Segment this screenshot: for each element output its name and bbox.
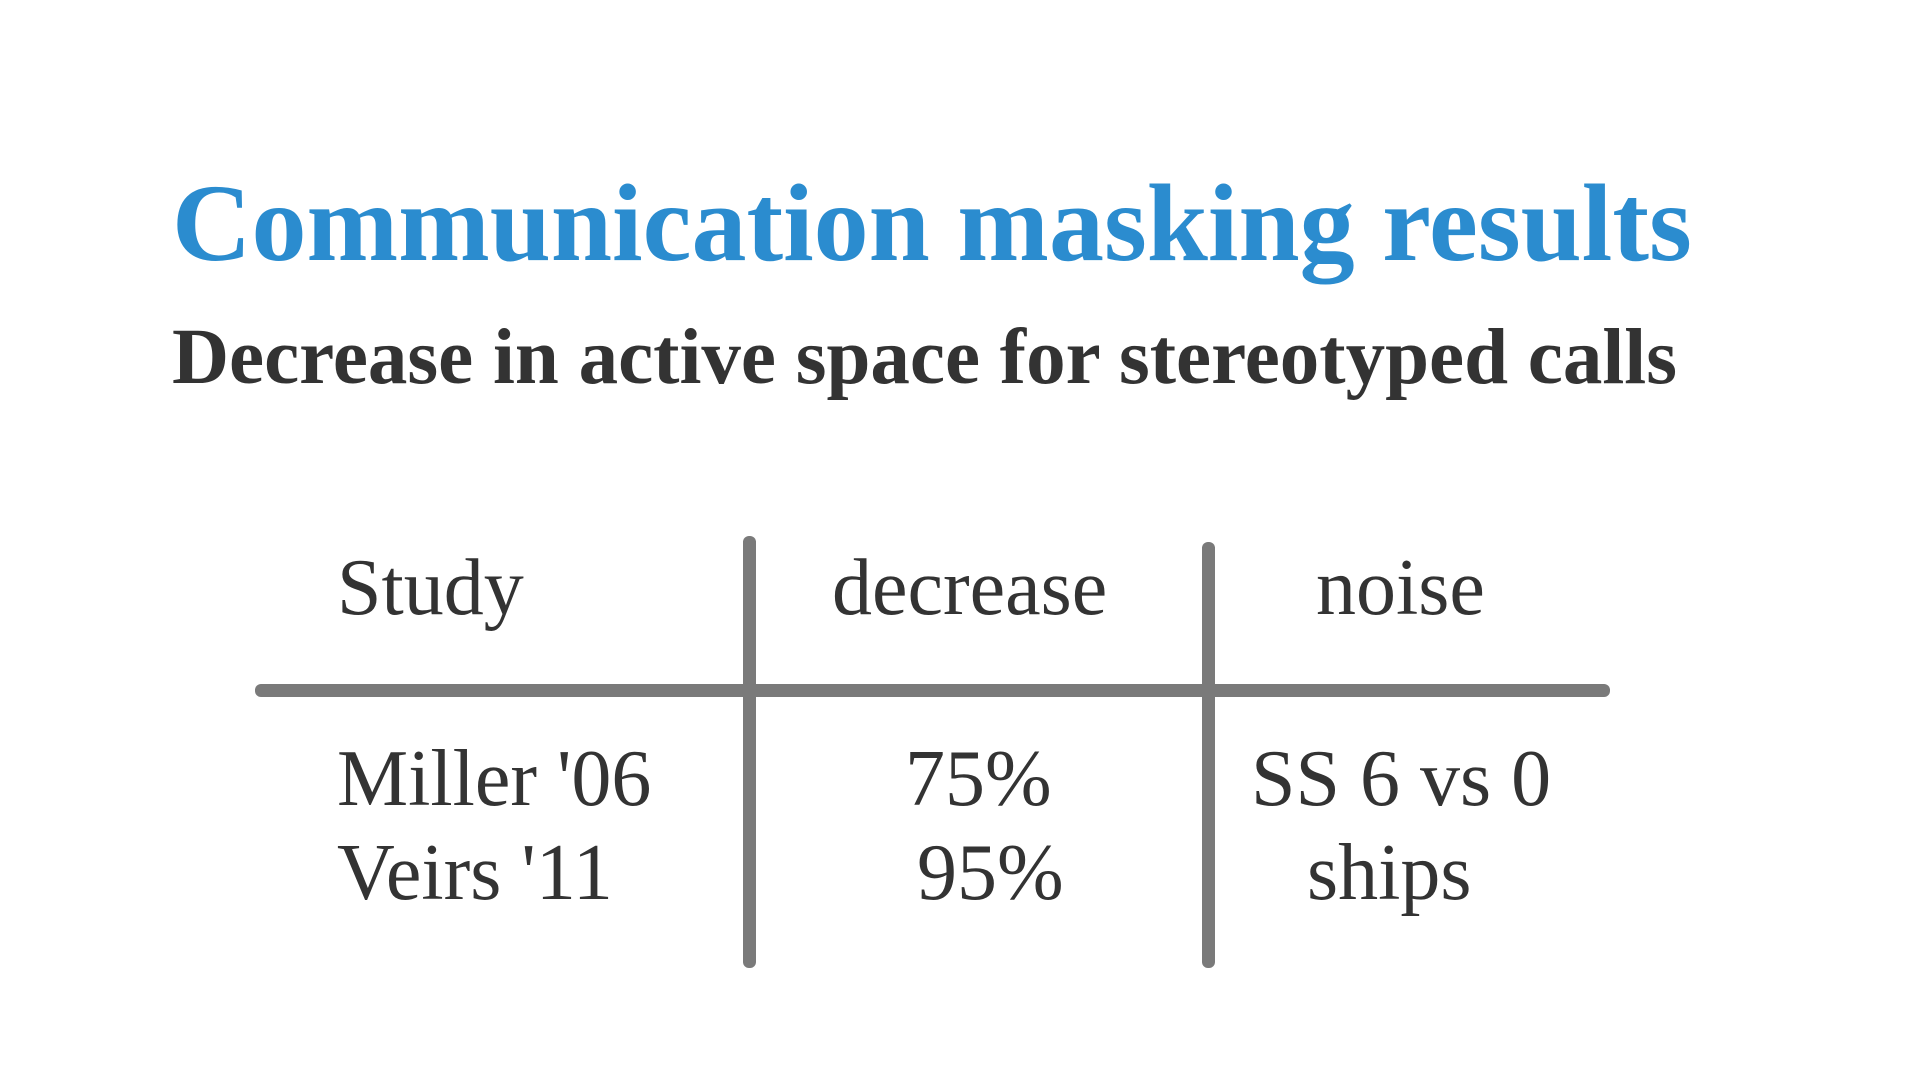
slide-title: Communication masking results <box>172 162 1692 284</box>
table-cell-noise-2: ships <box>1307 829 1472 917</box>
table-cell-study-2: Veirs '11 <box>337 829 613 917</box>
table-header-study: Study <box>337 544 524 632</box>
table-column-divider-2 <box>1202 542 1215 968</box>
table-header-divider <box>255 684 1610 697</box>
table-cell-study-1: Miller '06 <box>337 735 652 823</box>
table-header-decrease: decrease <box>832 544 1108 632</box>
table-cell-noise-1: SS 6 vs 0 <box>1251 735 1552 823</box>
table-cell-decrease-2: 95% <box>917 829 1064 917</box>
slide-subtitle: Decrease in active space for stereotyped… <box>172 314 1677 401</box>
table-cell-decrease-1: 75% <box>905 735 1052 823</box>
table-column-divider-1 <box>743 536 756 968</box>
table-header-noise: noise <box>1316 544 1485 632</box>
